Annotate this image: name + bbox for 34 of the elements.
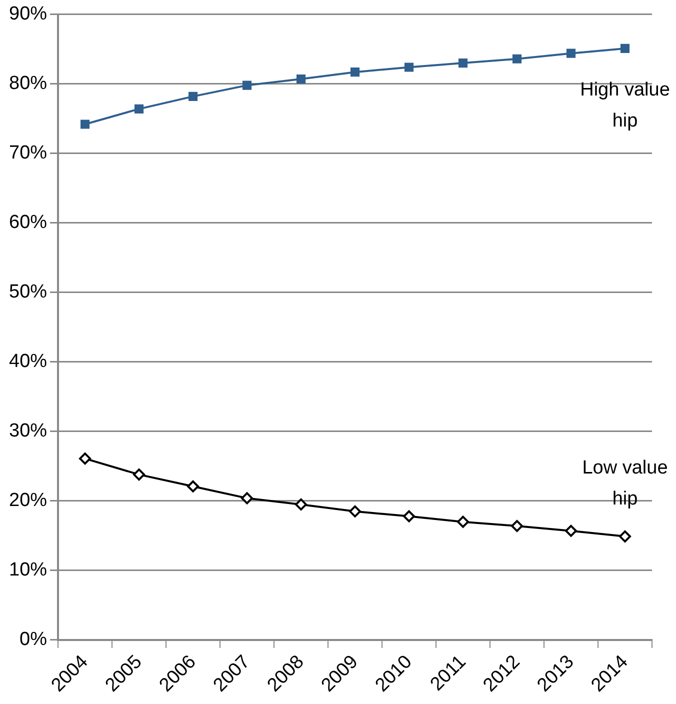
point — [188, 92, 198, 101]
point — [80, 120, 90, 129]
point — [403, 510, 416, 522]
point — [566, 48, 576, 58]
point — [295, 498, 308, 510]
point — [133, 468, 146, 481]
point — [349, 505, 362, 518]
y-tick-label: 20% — [8, 490, 48, 512]
point — [242, 80, 252, 90]
point — [79, 452, 92, 465]
point — [187, 480, 200, 492]
point — [620, 44, 630, 53]
y-tick-label: 40% — [8, 351, 48, 372]
point — [619, 530, 631, 542]
y-tick-label: 80% — [8, 73, 48, 94]
point — [565, 524, 578, 537]
y-tick-label: 10% — [8, 560, 48, 581]
point — [511, 520, 524, 532]
point — [350, 68, 360, 77]
point — [134, 104, 144, 114]
y-tick-label: 60% — [8, 212, 48, 234]
point — [512, 54, 522, 64]
y-tick-label: 70% — [8, 142, 48, 164]
point — [404, 62, 414, 72]
y-tick-label: 0% — [20, 629, 48, 650]
y-tick-label: 50% — [8, 282, 48, 303]
point — [458, 58, 468, 68]
y-tick-label: 90% — [8, 4, 48, 25]
series-label: Low value hip — [582, 458, 668, 510]
y-tick-label: 30% — [8, 420, 48, 442]
series-label: High value hip — [580, 80, 670, 132]
point — [296, 74, 306, 84]
point — [241, 492, 254, 504]
point — [457, 516, 470, 528]
